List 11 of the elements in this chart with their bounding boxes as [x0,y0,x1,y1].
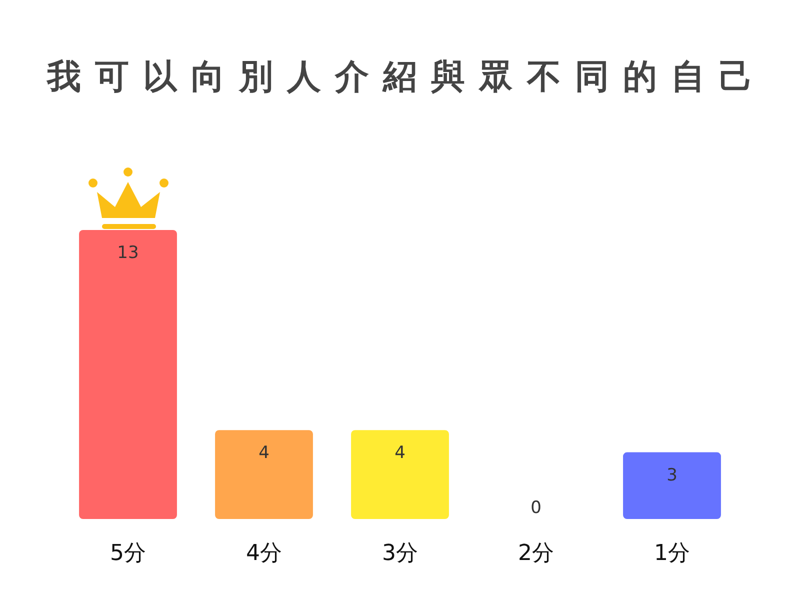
chart-title: 我可以向別人介紹與眾不同的自己 [46,57,767,97]
x-tick-label: 3分 [382,541,418,566]
data-label: 4 [394,443,406,464]
x-tick-label: 4分 [246,541,282,566]
x-tick-label: 2分 [518,541,554,566]
x-tick-label: 1分 [654,541,690,566]
data-label: 13 [117,243,139,263]
x-tick-label: 5分 [110,541,146,566]
data-label: 0 [530,498,542,518]
data-label: 4 [258,443,270,464]
data-label: 3 [666,465,678,486]
